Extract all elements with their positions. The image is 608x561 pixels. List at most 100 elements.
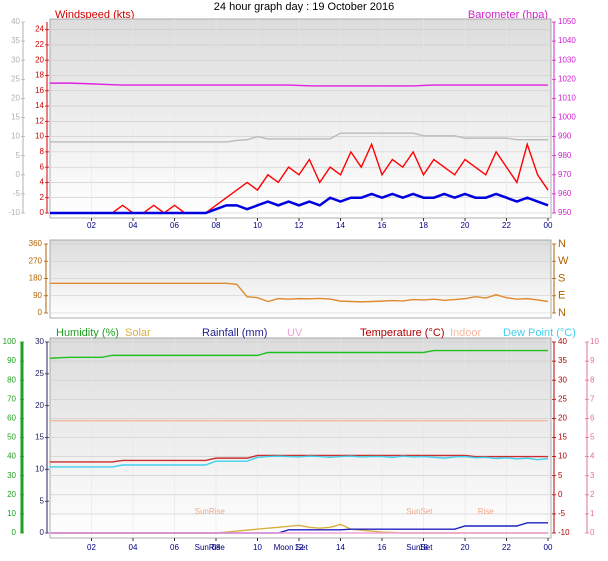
series-line — [50, 192, 549, 215]
y2-tick-label: 1010 — [558, 94, 576, 103]
x-tick-label: 04 — [129, 221, 138, 230]
x-tick-label: 06 — [170, 543, 179, 552]
y2-tick-label: 990 — [558, 132, 572, 141]
plot-annotation: Rise — [478, 507, 495, 516]
y2-tick-label: 1030 — [558, 55, 576, 64]
y3-tick-label: 35 — [558, 356, 567, 365]
series-line — [50, 132, 548, 143]
y-tick-label: 270 — [29, 256, 43, 265]
axis-annotation: SunSet — [406, 543, 433, 552]
y4-tick-label: 0 — [590, 528, 595, 537]
y4-tick-label: 3 — [590, 471, 595, 480]
y2-tick-label: 0 — [40, 528, 45, 537]
x-tick-label: 12 — [295, 543, 304, 552]
y3-tick-label: 25 — [11, 74, 20, 83]
y2-tick-label: S — [558, 272, 565, 284]
plot-background — [49, 18, 552, 219]
plot-annotation: SunRise — [195, 507, 226, 516]
y4-tick-label: 1 — [590, 509, 595, 518]
x-tick-label: 06 — [170, 221, 179, 230]
y3-tick-label: 5 — [16, 151, 21, 160]
y3-tick-label: 0 — [558, 490, 563, 499]
x-tick-label: 00 — [544, 543, 553, 552]
y-tick-label: 50 — [7, 433, 16, 442]
y-tick-label: 30 — [7, 471, 16, 480]
y3-tick-label: 0 — [16, 170, 21, 179]
y-tick-label: 12 — [35, 116, 44, 125]
y3-tick-label: 10 — [11, 132, 20, 141]
y2-tick-label: 5 — [40, 496, 45, 505]
y-tick-label: 4 — [40, 178, 45, 187]
x-tick-label: 18 — [419, 221, 428, 230]
y3-tick-label: 5 — [558, 471, 563, 480]
y2-tick-label: W — [558, 255, 569, 267]
x-tick-label: 14 — [336, 221, 345, 230]
y4-tick-label: 8 — [590, 375, 595, 384]
y-tick-label: 40 — [7, 452, 16, 461]
y4-tick-label: 6 — [590, 414, 595, 423]
y-tick-label: 16 — [35, 86, 44, 95]
plot-background — [49, 337, 552, 539]
y-tick-label: 90 — [7, 356, 16, 365]
y2-tick-label: 970 — [558, 170, 572, 179]
y4-tick-label: 9 — [590, 356, 595, 365]
y-tick-label: 0 — [38, 308, 43, 317]
y3-tick-label: 20 — [558, 414, 567, 423]
chart-title: 24 hour graph day : 19 October 2016 — [214, 1, 394, 13]
y-tick-label: 0 — [12, 528, 17, 537]
y2-tick-label: E — [558, 290, 565, 302]
x-tick-label: 16 — [378, 543, 387, 552]
y-tick-label: 6 — [40, 162, 45, 171]
y3-tick-label: 40 — [11, 17, 20, 26]
y2-tick-label: 980 — [558, 151, 572, 160]
y2-axis-label: Barometer (hpa) — [468, 9, 548, 21]
y2-tick-label: 1000 — [558, 113, 576, 122]
y2-tick-label: N — [558, 238, 566, 250]
y2-tick-label: 950 — [558, 208, 572, 217]
y-tick-label: 20 — [7, 490, 16, 499]
legend-entry: Dew Point (°C) — [503, 327, 576, 339]
y4-tick-label: 10 — [590, 337, 599, 346]
x-tick-label: 16 — [378, 221, 387, 230]
y3-tick-label: -5 — [558, 509, 566, 518]
y-tick-label: 360 — [29, 239, 43, 248]
series-line — [50, 454, 548, 463]
plot-background — [49, 239, 552, 319]
y-tick-label: 60 — [7, 414, 16, 423]
y-tick-label: 2 — [40, 193, 45, 202]
y4-tick-label: 4 — [590, 452, 595, 461]
x-tick-label: 04 — [129, 543, 138, 552]
y2-tick-label: N — [558, 307, 566, 319]
legend-entry: Indoor — [450, 327, 482, 339]
y2-tick-label: 25 — [35, 369, 44, 378]
x-tick-label: 02 — [87, 221, 96, 230]
y-tick-label: 24 — [35, 25, 44, 34]
y3-tick-label: 15 — [558, 433, 567, 442]
y3-tick-label: 35 — [11, 36, 20, 45]
x-tick-label: 08 — [212, 221, 221, 230]
series-line — [49, 349, 548, 359]
y-tick-label: 10 — [35, 132, 44, 141]
y2-tick-label: 20 — [35, 401, 44, 410]
y4-tick-label: 5 — [590, 433, 595, 442]
plot-annotation: SunSet — [406, 507, 433, 516]
y2-tick-label: 10 — [35, 464, 44, 473]
axis-annotation: SunRise — [195, 543, 226, 552]
y2-tick-label: 30 — [35, 337, 44, 346]
series-line — [50, 455, 549, 468]
y-tick-label: 70 — [7, 394, 16, 403]
x-tick-label: 10 — [253, 221, 262, 230]
y3-tick-label: 20 — [11, 94, 20, 103]
y-tick-label: 10 — [7, 509, 16, 518]
legend-entry: Rainfall (mm) — [202, 327, 267, 339]
x-tick-label: 22 — [502, 543, 511, 552]
y-tick-label: 22 — [35, 40, 44, 49]
y-tick-label: 90 — [33, 291, 42, 300]
x-tick-label: 22 — [502, 221, 511, 230]
y-tick-label: 80 — [7, 375, 16, 384]
y-tick-label: 8 — [40, 147, 45, 156]
y-tick-label: 18 — [35, 71, 44, 80]
y2-tick-label: 15 — [35, 433, 44, 442]
series-line — [50, 82, 548, 87]
